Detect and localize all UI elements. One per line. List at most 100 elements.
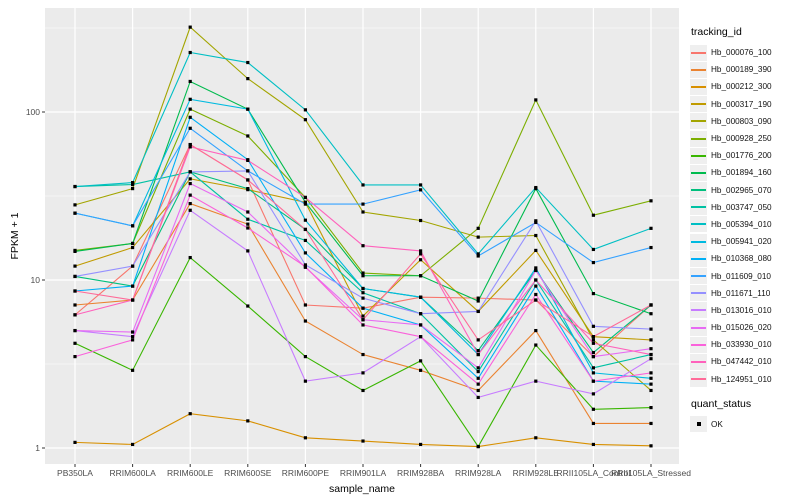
data-point-marker <box>534 220 538 225</box>
data-point-marker <box>361 271 365 275</box>
legend-key-ok <box>690 416 707 433</box>
data-point-marker <box>476 395 480 400</box>
legend-item-label: Hb_001776_200 <box>711 151 772 161</box>
legend-key <box>690 61 707 78</box>
legend-key <box>690 302 707 319</box>
data-point-marker <box>476 254 480 258</box>
data-point-marker <box>361 244 365 248</box>
data-point-marker <box>534 298 538 302</box>
legend-item: Hb_013016_010 <box>690 302 798 319</box>
data-point-marker <box>131 442 135 447</box>
line-swatch-icon <box>691 223 706 226</box>
data-point-marker <box>476 235 480 239</box>
data-point-marker <box>246 107 250 111</box>
line-swatch-icon <box>691 85 706 88</box>
legend-key <box>690 164 707 181</box>
data-point-marker <box>591 371 595 375</box>
x-tick-label: RRIM600LA <box>109 468 156 478</box>
legend-item: Hb_001776_200 <box>690 147 798 164</box>
line-swatch-icon <box>691 206 706 209</box>
data-point-marker <box>419 323 423 327</box>
data-point-marker <box>534 98 538 102</box>
data-point-marker <box>534 343 538 347</box>
panel-background <box>45 8 679 464</box>
data-point-marker <box>246 222 250 226</box>
data-point-marker <box>131 368 135 372</box>
data-point-marker <box>131 335 135 339</box>
data-point-marker <box>131 180 135 185</box>
data-point-marker <box>361 323 365 327</box>
data-point-marker <box>246 419 250 423</box>
data-point-marker <box>246 304 250 308</box>
data-point-marker <box>534 436 538 440</box>
line-swatch-icon <box>691 154 706 157</box>
data-point-marker <box>591 366 595 370</box>
data-point-marker <box>73 274 77 279</box>
data-point-marker <box>303 319 307 323</box>
data-point-marker <box>131 245 135 250</box>
data-point-marker <box>534 284 538 288</box>
data-point-marker <box>476 382 480 386</box>
data-point-marker <box>188 177 192 181</box>
data-point-marker <box>361 274 365 278</box>
data-point-marker <box>188 25 192 29</box>
data-point-marker <box>188 170 192 174</box>
data-point-marker <box>476 444 480 449</box>
x-tick-label: RRIM928LE <box>512 468 559 478</box>
data-point-marker <box>476 296 480 300</box>
data-point-marker <box>649 199 653 203</box>
data-point-marker <box>188 107 192 111</box>
legend-item: Hb_000212_300 <box>690 78 798 95</box>
x-tick-label: RRIM600LE <box>167 468 214 478</box>
data-point-marker <box>73 211 77 215</box>
data-point-marker <box>131 338 135 342</box>
data-point-marker <box>131 186 135 191</box>
legend-item: Hb_015026_020 <box>690 319 798 336</box>
legend-item-label: Hb_000317_190 <box>711 99 772 109</box>
data-point-marker <box>361 388 365 393</box>
legend-item-label: OK <box>711 419 723 429</box>
data-point-marker <box>419 335 423 339</box>
data-point-marker <box>534 233 538 238</box>
data-point-marker <box>649 421 653 426</box>
data-point-marker <box>476 352 480 357</box>
data-point-marker <box>534 292 538 297</box>
data-point-marker <box>303 263 307 267</box>
data-point-marker <box>188 145 192 149</box>
legend-item: Hb_002965_070 <box>690 182 798 199</box>
data-point-marker <box>419 359 423 363</box>
data-point-marker <box>361 352 365 357</box>
legend-key <box>690 216 707 233</box>
legend-item-label: Hb_005941_020 <box>711 237 772 247</box>
data-point-marker <box>649 444 653 448</box>
x-tick-label: RRII105LA_Stressed <box>611 468 691 478</box>
data-point-marker <box>591 442 595 447</box>
data-point-marker <box>303 265 307 269</box>
legend-title-tracking-id: tracking_id <box>691 26 742 38</box>
data-point-marker <box>649 347 653 351</box>
legend-item: Hb_124951_010 <box>690 371 798 388</box>
data-point-marker <box>361 286 365 291</box>
legend-item: Hb_003747_050 <box>690 199 798 216</box>
data-point-marker <box>419 368 423 372</box>
legend-item-label: Hb_002965_070 <box>711 185 772 195</box>
y-tick-label: 1 <box>35 443 40 453</box>
x-tick-label: RRIM600SE <box>224 468 272 478</box>
legend-item: Hb_010368_080 <box>690 250 798 267</box>
data-point-marker <box>534 268 538 273</box>
data-point-marker <box>476 369 480 374</box>
data-point-marker <box>188 201 192 206</box>
data-point-marker <box>246 169 250 173</box>
data-point-marker <box>649 371 653 375</box>
data-point-marker <box>591 260 595 265</box>
data-point-marker <box>591 341 595 345</box>
data-point-marker <box>131 284 135 288</box>
data-point-marker <box>591 421 595 426</box>
line-swatch-icon <box>691 343 706 346</box>
x-axis-title: sample_name <box>329 483 395 495</box>
legend-item-label: Hb_015026_020 <box>711 323 772 333</box>
x-tick-label: RRIM901LA <box>339 468 387 478</box>
data-point-marker <box>246 134 250 138</box>
legend-item-label: Hb_000076_100 <box>711 48 772 58</box>
